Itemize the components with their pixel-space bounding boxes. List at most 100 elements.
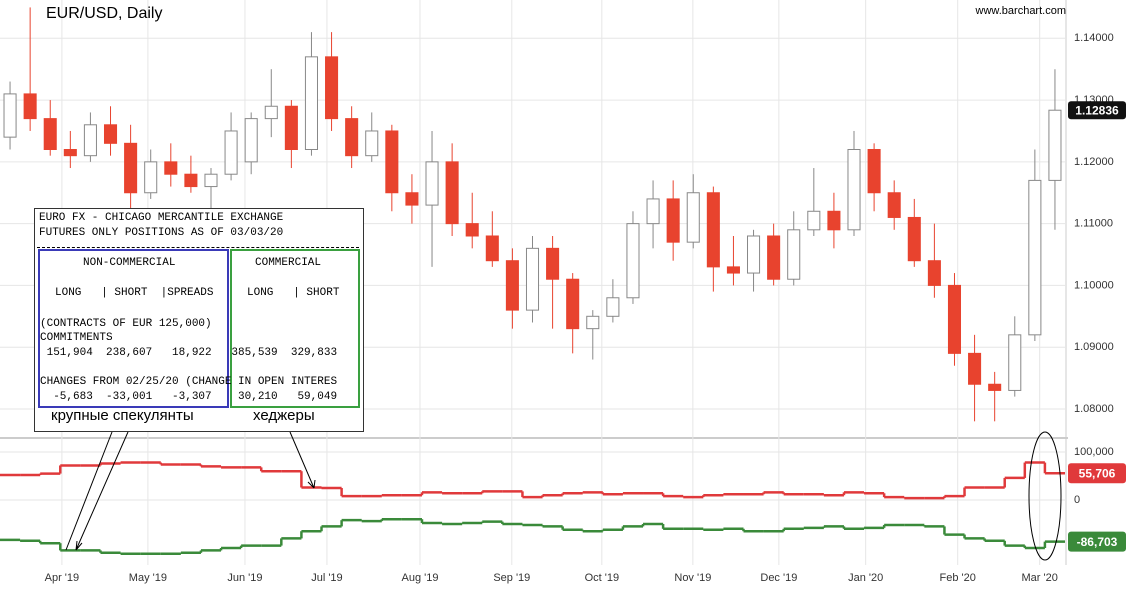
candle-body bbox=[365, 130, 379, 157]
cot-units: (CONTRACTS OF EUR 125,000) bbox=[40, 318, 212, 330]
source: www.barchart.com bbox=[975, 5, 1066, 17]
candle-body bbox=[164, 161, 178, 175]
candle-body bbox=[546, 247, 560, 280]
price-label: 1.12836 bbox=[1075, 103, 1119, 117]
candle-body bbox=[827, 210, 841, 231]
candle-body bbox=[345, 118, 359, 157]
candle-body bbox=[103, 124, 118, 144]
annotation: крупные спекулянты bbox=[51, 407, 194, 424]
candle-body bbox=[787, 229, 801, 280]
cot-box: EURO FX - CHICAGO MERCANTILE EXCHANGE FU… bbox=[34, 208, 364, 432]
x-tick-label: Dec '19 bbox=[760, 572, 797, 584]
candle-body bbox=[124, 142, 138, 194]
x-tick-label: Aug '19 bbox=[401, 572, 438, 584]
candle-body bbox=[968, 352, 982, 385]
value-label: 55,706 bbox=[1079, 466, 1116, 480]
candle-body bbox=[847, 149, 861, 231]
candle-body bbox=[1048, 109, 1062, 181]
chart-title: EUR/USD, Daily bbox=[46, 5, 162, 22]
candle-body bbox=[1008, 334, 1022, 391]
candle-body bbox=[144, 161, 158, 194]
x-tick-label: Nov '19 bbox=[674, 572, 711, 584]
candle-body bbox=[566, 278, 580, 330]
value-label: -86,703 bbox=[1077, 535, 1118, 549]
cot-header: NON-COMMERCIAL bbox=[83, 257, 176, 269]
candle-body bbox=[425, 161, 439, 206]
value-tag bbox=[1068, 531, 1126, 552]
candle-body bbox=[887, 192, 901, 218]
y-tick-label: 1.14000 bbox=[1074, 32, 1114, 44]
candle-body bbox=[43, 118, 57, 151]
y-tick-label: 1.09000 bbox=[1074, 341, 1114, 353]
candle-body bbox=[23, 93, 37, 120]
divider bbox=[37, 247, 359, 248]
annotation: хеджеры bbox=[253, 407, 315, 424]
candle-body bbox=[264, 105, 278, 120]
y-tick-label: 1.08000 bbox=[1074, 403, 1114, 415]
candle-body bbox=[747, 235, 761, 274]
price-tag bbox=[1068, 101, 1126, 120]
y-tick-label: 1.10000 bbox=[1074, 279, 1114, 291]
candle-body bbox=[224, 130, 238, 175]
candle-body bbox=[807, 210, 821, 231]
candle-body bbox=[244, 118, 258, 163]
cot-label: CHANGES FROM 02/25/20 (CHANGE IN OPEN IN… bbox=[40, 376, 338, 388]
x-tick-label: Jun '19 bbox=[227, 572, 262, 584]
cot-values: 151,904 238,607 18,922 385,539 329,833 bbox=[40, 347, 338, 359]
candle-body bbox=[485, 235, 499, 262]
cot-line: EURO FX - CHICAGO MERCANTILE EXCHANGE bbox=[39, 212, 284, 224]
candle-body bbox=[204, 173, 218, 188]
candle-body bbox=[927, 260, 941, 286]
candle-body bbox=[586, 315, 600, 330]
candle-body bbox=[706, 192, 720, 268]
candle-body bbox=[3, 93, 17, 138]
arrow bbox=[289, 431, 316, 489]
y-tick-label: 1.11000 bbox=[1074, 218, 1113, 230]
candle-body bbox=[445, 161, 459, 225]
candle-body bbox=[767, 235, 781, 280]
highlight-ellipse bbox=[1028, 431, 1062, 561]
candle-body bbox=[385, 130, 399, 194]
cot-values: -5,683 -33,001 -3,307 30,210 59,049 bbox=[40, 391, 338, 403]
x-tick-label: Mar '20 bbox=[1022, 572, 1058, 584]
candle-body bbox=[525, 247, 540, 311]
candle-body bbox=[325, 56, 339, 120]
arrow bbox=[65, 431, 113, 551]
candle-body bbox=[284, 105, 298, 151]
candle-body bbox=[304, 56, 318, 151]
candle-body bbox=[606, 297, 620, 317]
candle-body bbox=[626, 223, 640, 299]
candle-body bbox=[465, 223, 479, 237]
cot-label: COMMITMENTS bbox=[40, 332, 113, 344]
candle-body bbox=[867, 149, 881, 194]
x-tick-label: Oct '19 bbox=[585, 572, 620, 584]
candle-body bbox=[505, 260, 519, 311]
candle-body bbox=[63, 149, 77, 157]
x-tick-label: May '19 bbox=[129, 572, 167, 584]
x-tick-label: Sep '19 bbox=[493, 572, 530, 584]
candle-body bbox=[405, 192, 419, 206]
y-tick-label: 100,000 bbox=[1074, 446, 1114, 458]
candle-body bbox=[646, 198, 660, 225]
x-tick-label: Apr '19 bbox=[45, 572, 80, 584]
candle-body bbox=[83, 124, 97, 157]
x-tick-label: Jul '19 bbox=[311, 572, 342, 584]
candle-body bbox=[907, 216, 921, 262]
x-tick-label: Jan '20 bbox=[848, 572, 883, 584]
arrow bbox=[75, 431, 129, 551]
x-tick-label: Feb '20 bbox=[940, 572, 976, 584]
cot-header: COMMERCIAL bbox=[255, 257, 322, 269]
candle-body bbox=[666, 198, 680, 243]
candle-body bbox=[686, 192, 700, 243]
y-tick-label: 1.12000 bbox=[1074, 156, 1114, 168]
y-tick-label: 0 bbox=[1074, 494, 1080, 506]
commercial-frame bbox=[230, 249, 360, 408]
candle-body bbox=[988, 383, 1002, 391]
candle-body bbox=[947, 284, 962, 354]
cot-cols: LONG | SHORT bbox=[247, 287, 340, 299]
candle-body bbox=[726, 266, 740, 274]
candle-body bbox=[184, 173, 198, 188]
noncommercial-frame bbox=[38, 249, 229, 408]
